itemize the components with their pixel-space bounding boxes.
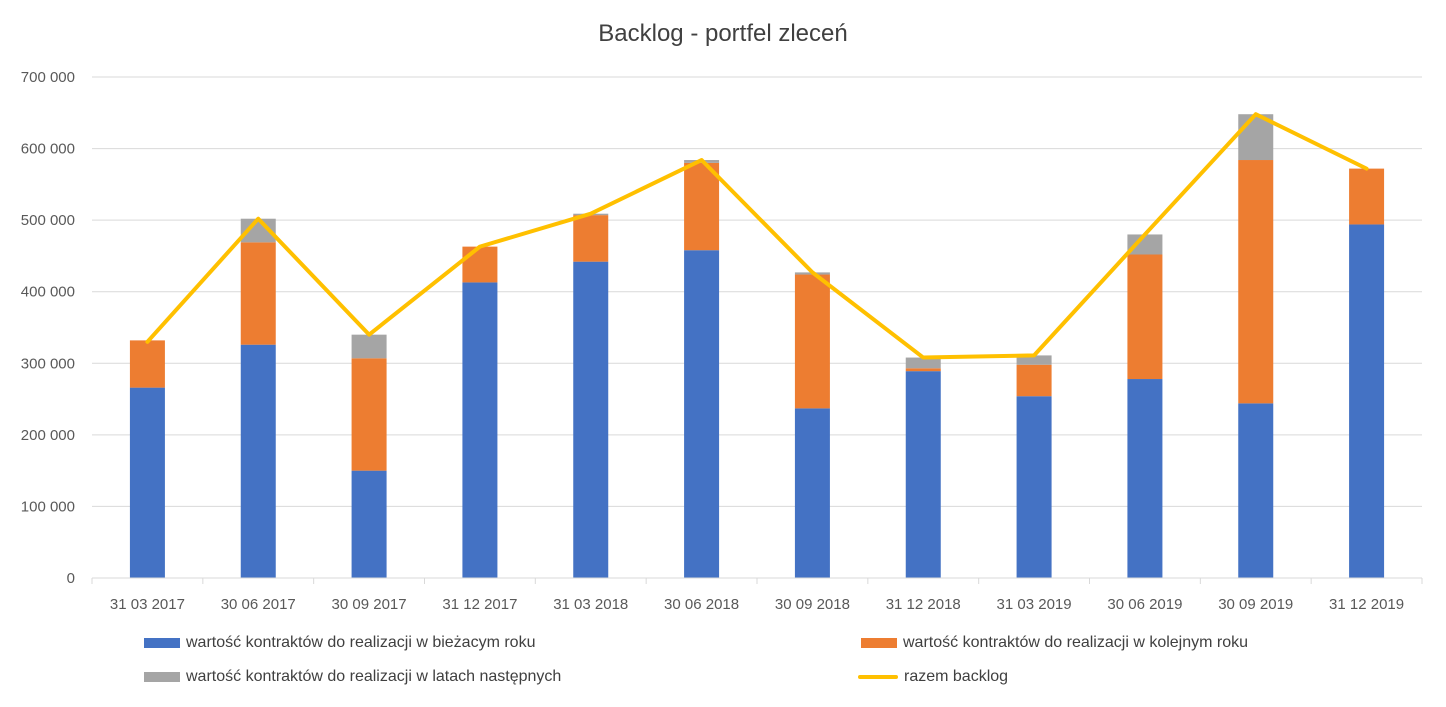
bar-segment-series-1 [684, 162, 720, 251]
legend-item-total-backlog: razem backlog [858, 668, 1008, 686]
bar-segment-series-0 [462, 282, 498, 578]
bar-segment-series-0 [573, 261, 609, 578]
bar-segment-series-0 [1238, 403, 1274, 578]
bar-segment-series-0 [684, 250, 720, 578]
legend-label-current-year: wartość kontraktów do realizacji w bieża… [186, 634, 536, 651]
bar-segment-series-1 [905, 368, 941, 372]
x-tick-label: 31 12 2018 [886, 596, 961, 613]
y-tick-label: 300 000 [21, 355, 75, 372]
y-tick-label: 0 [67, 570, 75, 587]
bar-segment-series-2 [240, 218, 276, 243]
legend-item-current-year: wartość kontraktów do realizacji w bieża… [144, 634, 535, 652]
bar-segment-series-2 [1016, 355, 1052, 365]
bar-segment-series-2 [1127, 234, 1163, 255]
bar-segment-series-0 [905, 371, 941, 578]
y-tick-label: 700 000 [21, 69, 75, 86]
bar-segment-series-0 [240, 344, 276, 578]
bar-segment-series-1 [1016, 364, 1052, 397]
y-tick-label: 500 000 [21, 212, 75, 229]
bar-segment-series-1 [794, 274, 830, 409]
chart-title: Backlog - portfel zleceń [598, 20, 848, 47]
y-tick-label: 100 000 [21, 498, 75, 515]
bar-segment-series-0 [1127, 379, 1163, 578]
legend-label-next-year: wartość kontraktów do realizacji w kolej… [903, 634, 1249, 651]
legend-swatch-total-backlog [858, 675, 898, 679]
y-tick-label: 600 000 [21, 141, 75, 158]
x-tick-label: 31 12 2019 [1329, 596, 1404, 613]
legend-item-next-year: wartość kontraktów do realizacji w kolej… [861, 634, 1248, 652]
bar-segment-series-0 [1016, 396, 1052, 578]
x-tick-label: 30 09 2019 [1218, 596, 1293, 613]
bar-layer [129, 114, 1385, 579]
bar-segment-series-0 [129, 387, 165, 578]
bar-segment-series-1 [1238, 160, 1274, 404]
bar-segment-series-1 [351, 358, 387, 471]
y-axis-tick-labels: 0 100 000 200 000 300 000 400 000 500 000 600 … [21, 69, 75, 587]
legend-swatch-later-years [144, 672, 180, 682]
legend-item-later-years: wartość kontraktów do realizacji w latac… [144, 668, 561, 686]
bar-segment-series-0 [1349, 224, 1385, 579]
y-tick-label: 400 000 [21, 284, 75, 301]
x-tick-label: 30 09 2017 [332, 596, 407, 613]
bar-segment-series-1 [1127, 254, 1163, 380]
x-tick-label: 30 06 2018 [664, 596, 739, 613]
x-tick-label: 30 06 2019 [1107, 596, 1182, 613]
x-tick-label: 31 03 2019 [997, 596, 1072, 613]
legend-label-later-years: wartość kontraktów do realizacji w latac… [186, 668, 562, 685]
bar-segment-series-0 [351, 470, 387, 578]
bar-segment-series-1 [573, 215, 609, 262]
x-tick-label: 31 12 2017 [442, 596, 517, 613]
x-axis-tick-labels: 31 03 2017 30 06 2017 30 09 2017 31 12 2017… [110, 596, 1404, 613]
x-tick-label: 31 03 2017 [110, 596, 185, 613]
x-tick-label: 31 03 2018 [553, 596, 628, 613]
x-tick-label: 30 09 2018 [775, 596, 850, 613]
bar-segment-series-0 [794, 408, 830, 578]
bar-segment-series-1 [1349, 168, 1385, 225]
line-layer [145, 112, 1369, 360]
bar-segment-series-2 [905, 357, 941, 369]
legend-swatch-next-year [861, 638, 897, 648]
bar-segment-series-1 [462, 246, 498, 283]
x-axis [91, 577, 1423, 584]
bar-segment-series-1 [240, 242, 276, 345]
bar-segment-series-1 [129, 340, 165, 388]
grid-lines [92, 76, 1422, 507]
y-tick-label: 200 000 [21, 427, 75, 444]
legend-label-total-backlog: razem backlog [904, 668, 1009, 685]
x-tick-label: 30 06 2017 [221, 596, 296, 613]
bar-segment-series-2 [351, 334, 387, 359]
legend-swatch-current-year [144, 638, 180, 648]
series-line-total-backlog [145, 112, 1369, 360]
